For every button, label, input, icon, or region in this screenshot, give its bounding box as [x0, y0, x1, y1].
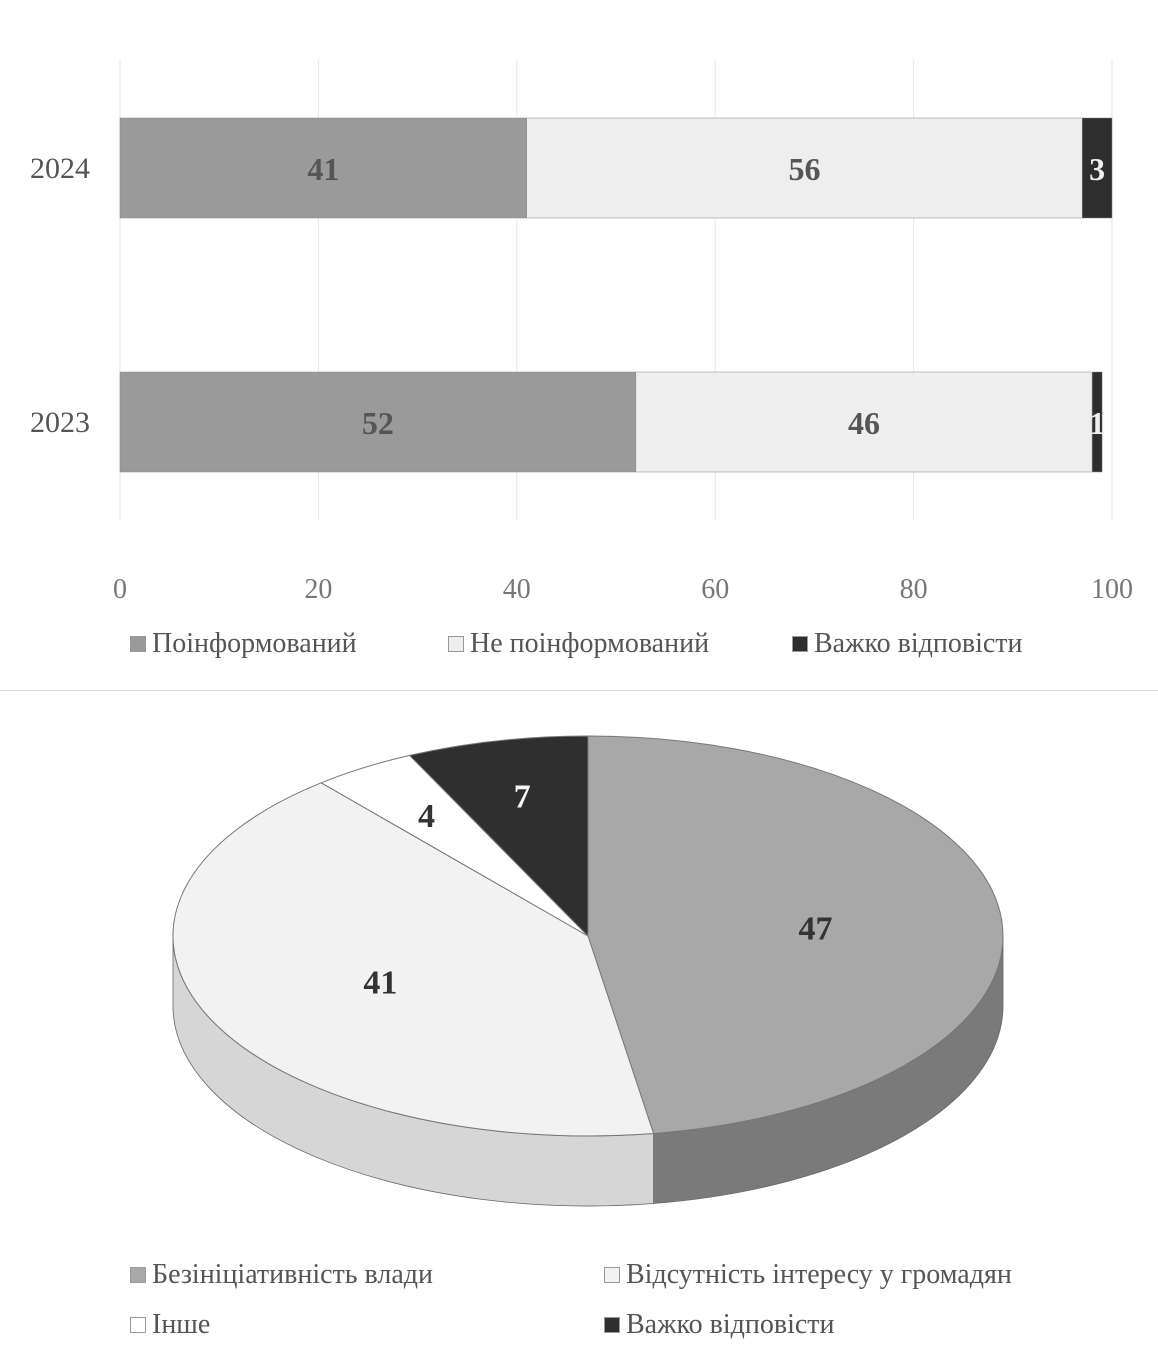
- stacked-bar-chart: 0 20 40 60 80 100 2024 41 56 3 2023 52 46 1 Поінформо…: [30, 60, 1133, 660]
- legend-item-informed: Поінформований: [130, 628, 357, 660]
- y-category-label: 2024: [30, 152, 90, 185]
- bar-data-label: 41: [307, 151, 339, 187]
- legend-label-informed: Поінформований: [152, 628, 357, 659]
- bar-data-label: 52: [362, 405, 394, 441]
- x-tick-label: 100: [1091, 574, 1133, 605]
- x-tick-label: 80: [900, 574, 928, 605]
- pie-data-label: 7: [514, 779, 531, 816]
- pie-data-label: 47: [799, 910, 833, 947]
- y-category-label: 2023: [30, 406, 90, 439]
- x-tick-label: 60: [701, 574, 729, 605]
- pie-data-label: 41: [363, 965, 397, 1002]
- legend-item-hard: Важко відповісти: [792, 628, 1023, 660]
- x-tick-label: 0: [113, 574, 127, 605]
- bar-data-label: 1: [1089, 405, 1105, 441]
- pie-slice: [172, 782, 655, 1137]
- bar-data-label: 3: [1089, 151, 1105, 187]
- legend-label-hard-to-answer: Важко відповісти: [626, 1309, 835, 1340]
- legend-swatch-no-interest: [604, 1267, 620, 1283]
- legend-item-other: Інше: [130, 1309, 210, 1341]
- bar-data-label: 46: [848, 405, 880, 441]
- legend-swatch-hard-to-answer: [604, 1317, 620, 1333]
- pie-chart: 47 41 4 7 Безініціативність влади Відсутніс…: [0, 690, 1158, 1355]
- legend-label-other: Інше: [152, 1309, 211, 1340]
- bar-segment: [1081, 117, 1113, 219]
- legend-label-not-informed: Не поінформований: [470, 628, 710, 659]
- pie-slice: [408, 735, 589, 938]
- legend-swatch-not-informed: [448, 636, 464, 652]
- bar-segment: [119, 117, 527, 219]
- legend-swatch-lack-initiative: [130, 1267, 146, 1283]
- legend-swatch-hard: [792, 636, 808, 652]
- x-tick-label: 40: [503, 574, 531, 605]
- legend-label-lack-initiative: Безініціативність влади: [152, 1259, 434, 1290]
- x-tick-label: 20: [304, 574, 332, 605]
- legend-item-hard-to-answer: Важко відповісти: [604, 1309, 835, 1341]
- bar-chart-canvas: 0 20 40 60 80 100 2024 41 56 3 2023 52 46 1: [30, 60, 1133, 605]
- legend-item-not-informed: Не поінформований: [448, 628, 709, 660]
- legend-swatch-informed: [130, 636, 146, 652]
- bar-segment: [635, 371, 1093, 473]
- legend-swatch-other: [130, 1317, 146, 1333]
- legend-label-no-interest: Відсутність інтересу у громадян: [626, 1259, 1012, 1290]
- legend-item-no-interest: Відсутність інтересу у громадян: [604, 1259, 1012, 1291]
- bar-data-label: 56: [788, 151, 820, 187]
- bar-segment: [1091, 371, 1103, 473]
- legend-label-hard: Важко відповісти: [814, 628, 1023, 659]
- bar-segment: [119, 371, 637, 473]
- legend-item-lack-initiative: Безініціативність влади: [130, 1259, 433, 1291]
- pie-data-label: 4: [418, 798, 435, 835]
- pie-slice: [587, 735, 1004, 1135]
- bar-segment: [526, 117, 1083, 219]
